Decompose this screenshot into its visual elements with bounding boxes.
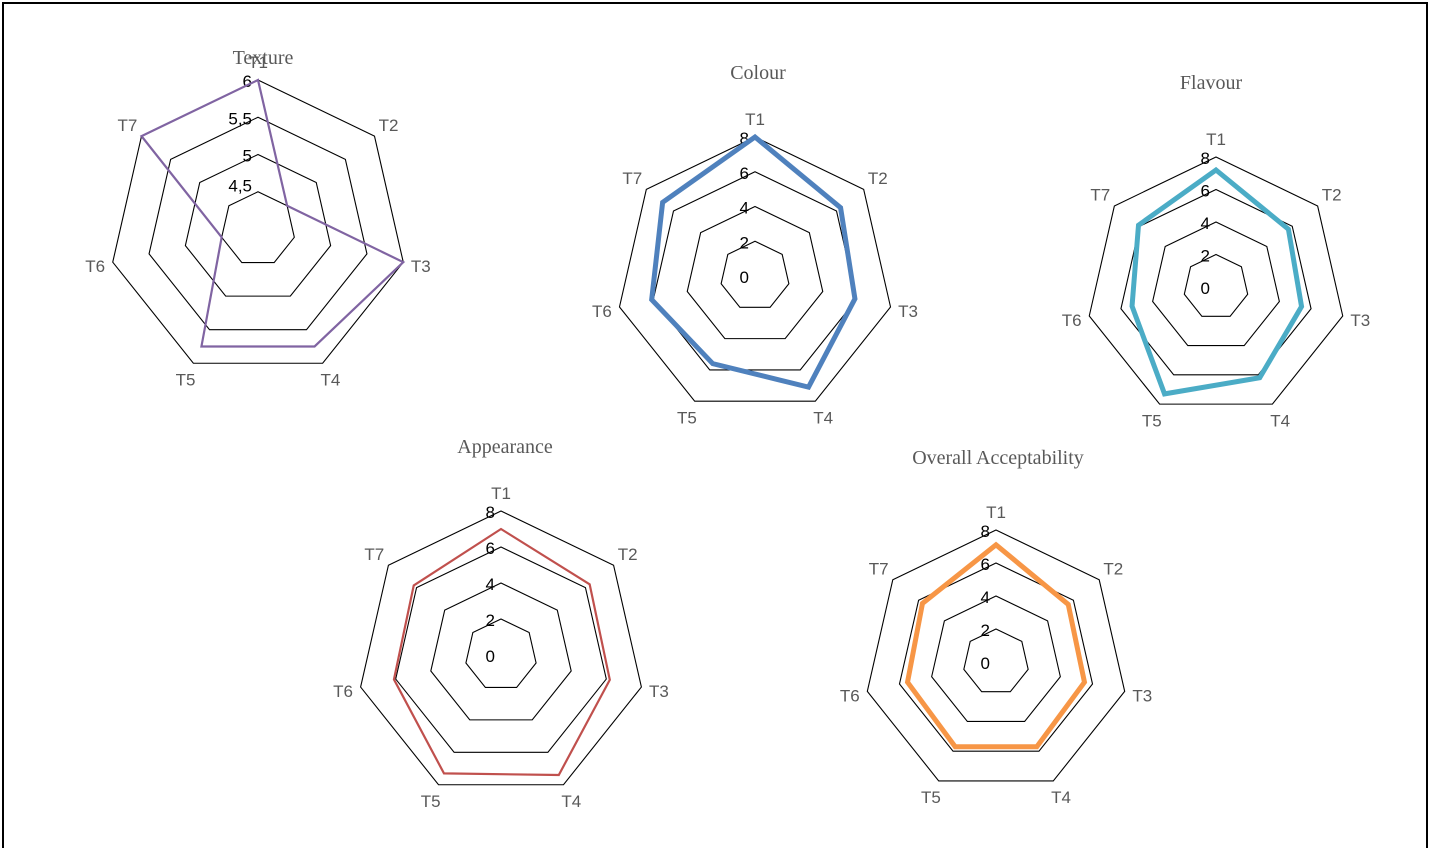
category-label-t4: T4 xyxy=(1270,411,1290,430)
category-label-t1: T1 xyxy=(491,484,511,503)
category-label-t3: T3 xyxy=(898,302,918,321)
colour-chart: Colour 0 2 4 6 8T1 T2 T3 T4 T5 T6 T7 xyxy=(592,62,918,427)
category-label-t5: T5 xyxy=(421,792,441,811)
overall-acceptability-series-line xyxy=(904,541,1088,750)
appearance-series-line xyxy=(392,527,611,777)
tick-label: 0 xyxy=(740,268,749,287)
category-label-t5: T5 xyxy=(1142,411,1162,430)
tick-label: 4,5 xyxy=(228,176,252,195)
tick-label: 6 xyxy=(1201,182,1210,201)
grid-ring xyxy=(618,136,892,402)
texture-series-line xyxy=(139,78,406,348)
tick-label: 4 xyxy=(486,575,495,594)
tick-label: 0 xyxy=(981,654,990,673)
category-label-t4: T4 xyxy=(561,792,581,811)
tick-label: 4 xyxy=(1201,214,1210,233)
category-label-t7: T7 xyxy=(1090,186,1110,205)
category-label-t3: T3 xyxy=(649,682,669,701)
grid-ring xyxy=(148,116,368,331)
grid-ring xyxy=(360,510,642,786)
category-label-t6: T6 xyxy=(333,682,353,701)
colour-title: Colour xyxy=(730,62,786,84)
category-label-t2: T2 xyxy=(618,545,638,564)
grid-ring xyxy=(184,153,332,297)
tick-label: 6 xyxy=(486,539,495,558)
category-label-t6: T6 xyxy=(592,302,612,321)
tick-label: 8 xyxy=(486,503,495,522)
tick-label: 0 xyxy=(1201,279,1210,298)
category-label-t2: T2 xyxy=(379,116,399,135)
category-label-t6: T6 xyxy=(1062,311,1082,330)
tick-label: 4 xyxy=(740,199,749,218)
category-label-t1: T1 xyxy=(986,503,1006,522)
flavour-title: Flavour xyxy=(1180,72,1243,94)
grid-ring xyxy=(720,240,790,308)
tick-label: 5 xyxy=(243,147,252,166)
category-label-t4: T4 xyxy=(321,370,341,389)
grid-ring xyxy=(1152,221,1280,347)
grid-ring xyxy=(221,191,295,264)
category-label-t2: T2 xyxy=(1103,559,1123,578)
tick-label: 4 xyxy=(981,588,990,607)
category-label-t5: T5 xyxy=(176,370,196,389)
flavour-chart: Flavour 0 2 4 6 8T1 T2 T3 T4 T5 T6 T7 xyxy=(1062,72,1370,430)
tick-label: 8 xyxy=(1201,149,1210,168)
category-label-t5: T5 xyxy=(921,788,941,807)
grid-ring xyxy=(112,79,404,364)
tick-label: 8 xyxy=(740,129,749,148)
tick-label: 2 xyxy=(981,621,990,640)
colour-series-line xyxy=(649,133,858,391)
category-label-t7: T7 xyxy=(118,116,138,135)
category-label-t1: T1 xyxy=(745,110,765,129)
tick-label: 2 xyxy=(740,233,749,252)
appearance-title: Appearance xyxy=(457,436,553,458)
grid-ring xyxy=(1088,156,1344,405)
flavour-series-line xyxy=(1129,166,1305,397)
appearance-chart: Appearance 0 2 4 6 8T1 T2 T3 T4 T5 T6 T7 xyxy=(333,436,669,811)
grid-ring xyxy=(430,582,572,721)
tick-label: 0 xyxy=(486,647,495,666)
category-label-t7: T7 xyxy=(622,169,642,188)
overall-acceptability-chart: Overall Acceptability 0 2 4 6 8T1 T2 T3 T4 T5 T6 T7 xyxy=(840,447,1152,807)
tick-label: 6 xyxy=(981,555,990,574)
texture-title: Texture xyxy=(233,47,294,69)
grid-ring xyxy=(866,529,1126,782)
grid-ring xyxy=(465,618,537,688)
category-label-t2: T2 xyxy=(1322,186,1342,205)
category-label-t6: T6 xyxy=(840,686,860,705)
overall-acceptability-title: Overall Acceptability xyxy=(912,447,1084,469)
tick-label: 2 xyxy=(1201,247,1210,266)
tick-label: 6 xyxy=(243,72,252,91)
grid-ring xyxy=(1183,253,1249,317)
tick-label: 6 xyxy=(740,164,749,183)
grid-ring xyxy=(652,171,858,371)
category-label-t2: T2 xyxy=(868,169,888,188)
grid-ring xyxy=(898,562,1094,752)
tick-label: 2 xyxy=(486,611,495,630)
category-label-t1: T1 xyxy=(1206,130,1226,149)
texture-chart: Texture 4,5 5 5,5 6T1 T2 T3 T4 T5 T6 T7 xyxy=(85,47,430,389)
tick-label: 5,5 xyxy=(228,109,252,128)
category-label-t6: T6 xyxy=(85,257,105,276)
grid-ring xyxy=(963,628,1029,693)
category-label-t5: T5 xyxy=(677,408,697,427)
category-label-t1: T1 xyxy=(248,53,268,72)
category-label-t7: T7 xyxy=(869,559,889,578)
category-label-t3: T3 xyxy=(1350,311,1370,330)
category-label-t7: T7 xyxy=(364,545,384,564)
category-label-t3: T3 xyxy=(411,257,431,276)
category-label-t4: T4 xyxy=(1051,788,1071,807)
grid-ring xyxy=(395,546,607,753)
tick-label: 8 xyxy=(981,522,990,541)
category-label-t3: T3 xyxy=(1132,686,1152,705)
grid-ring xyxy=(686,205,824,340)
grid-ring xyxy=(931,595,1061,723)
category-label-t4: T4 xyxy=(813,408,833,427)
